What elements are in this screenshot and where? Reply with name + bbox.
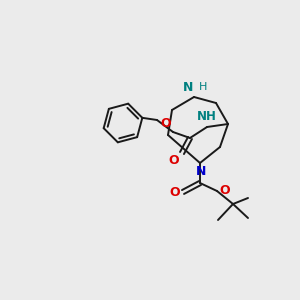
Text: O: O — [168, 154, 179, 167]
Text: O: O — [219, 184, 230, 196]
Text: H: H — [199, 82, 207, 92]
Text: O: O — [169, 185, 180, 199]
Text: N: N — [183, 81, 193, 94]
Text: N: N — [196, 165, 206, 178]
Text: NH: NH — [197, 110, 217, 123]
Text: O: O — [160, 117, 171, 130]
